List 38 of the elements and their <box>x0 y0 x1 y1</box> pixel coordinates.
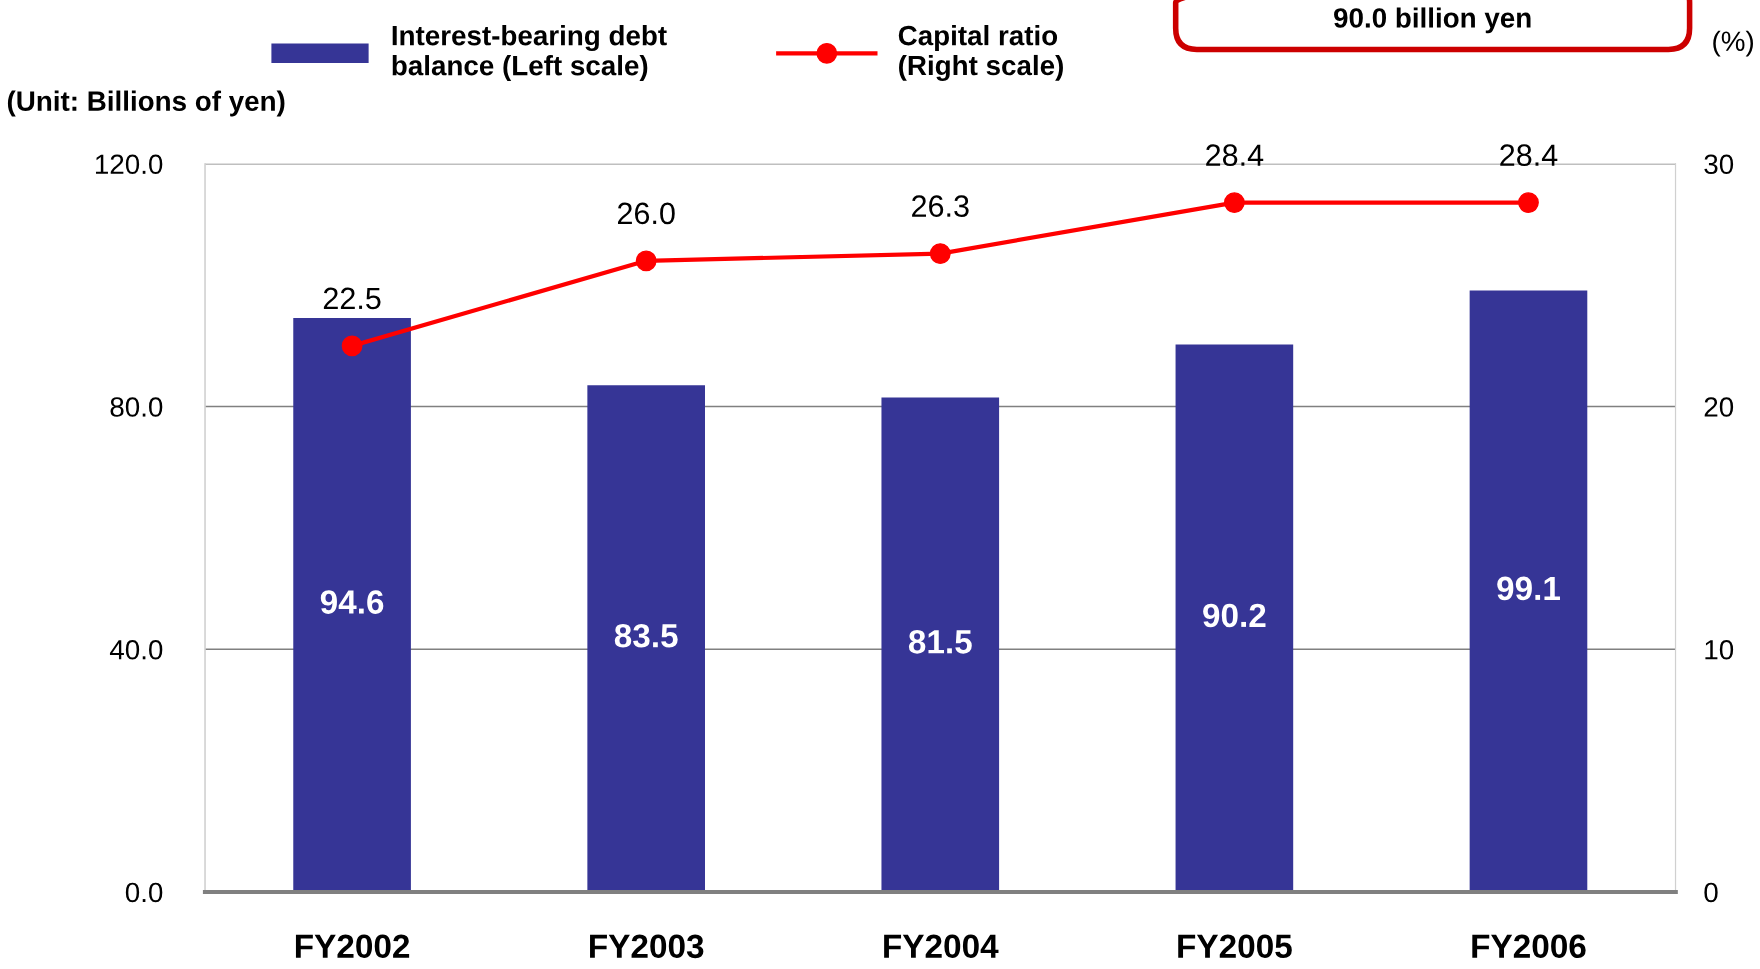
x-tick-label: FY2004 <box>884 934 999 959</box>
data-label: 83.5 <box>614 623 678 648</box>
y-tick-label: 80.0 <box>110 397 163 417</box>
point <box>929 243 951 264</box>
bar <box>881 397 1000 892</box>
data-label: 28.4 <box>1500 144 1558 166</box>
y2-tick-label: 30 <box>1704 154 1734 175</box>
point <box>341 335 363 357</box>
y-tick-label: 40.0 <box>109 639 163 660</box>
data-label: 99.1 <box>1497 576 1560 601</box>
x-tick-label: FY2006 <box>1472 934 1586 959</box>
text: 90.0 billion yen <box>1334 7 1531 34</box>
data-label: 22.5 <box>323 287 381 310</box>
bar <box>1469 290 1588 892</box>
bar <box>1175 344 1294 892</box>
y-tick-label: 0.0 <box>125 882 163 903</box>
data-label: 90.2 <box>1203 603 1266 628</box>
x-tick-label: FY2005 <box>1178 934 1292 959</box>
bar <box>293 317 411 892</box>
x-tick-label: FY2002 <box>295 934 410 959</box>
point <box>1223 192 1245 214</box>
point <box>635 250 657 272</box>
data-label: 28.4 <box>1206 144 1264 166</box>
y2-tick-label: 0 <box>1704 882 1718 903</box>
legend-label: Interest-bearing debt balance (Left scale) <box>392 25 667 81</box>
data-label: 26.0 <box>617 202 675 225</box>
point <box>1518 192 1539 214</box>
y-axis-title: (Unit: Billions of yen) <box>7 90 285 117</box>
data-label: 81.5 <box>908 630 972 654</box>
y-tick-label: 120.0 <box>95 154 163 175</box>
x-tick-label: FY2003 <box>590 934 704 959</box>
y2-tick-label: 10 <box>1705 639 1734 660</box>
y2-axis-title: (%) <box>1713 30 1753 57</box>
bar <box>587 385 705 892</box>
legend-label: Capital ratio (Right scale) <box>898 25 1063 81</box>
data-label: 94.6 <box>320 590 384 614</box>
data-label: 26.3 <box>912 195 969 217</box>
y2-tick-label: 20 <box>1704 397 1734 417</box>
